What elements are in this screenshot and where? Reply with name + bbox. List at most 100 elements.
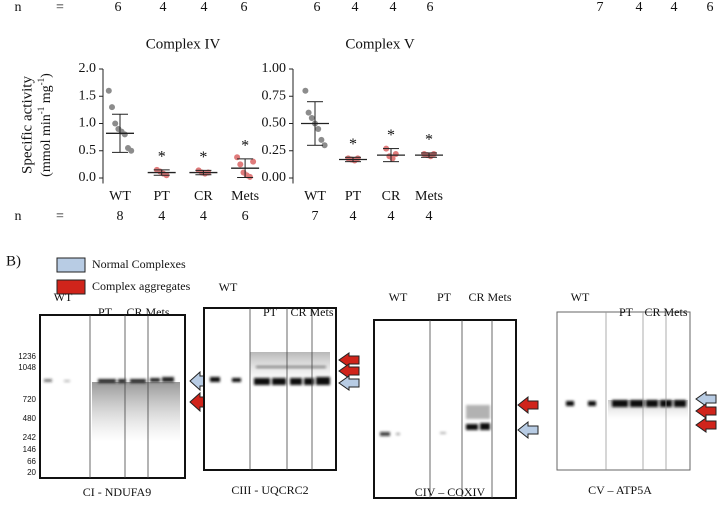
data-point bbox=[305, 109, 312, 116]
smear bbox=[92, 382, 180, 442]
y-tick-label: 0.50 bbox=[262, 116, 287, 131]
y-tick-label: 0.00 bbox=[262, 170, 287, 185]
data-point bbox=[308, 115, 315, 122]
y-tick-label: 0.0 bbox=[79, 170, 97, 185]
blot-frame bbox=[203, 307, 337, 471]
bands bbox=[44, 377, 174, 383]
ladder-label: 480 bbox=[23, 414, 37, 423]
n-value: 4 bbox=[160, 0, 167, 15]
legend-swatch bbox=[56, 279, 86, 295]
x-tick-label: WT bbox=[304, 189, 326, 204]
n-value: 7 bbox=[597, 0, 604, 15]
n-value: 4 bbox=[426, 209, 433, 224]
n-value: 4 bbox=[390, 0, 397, 15]
n-value: 6 bbox=[242, 209, 249, 224]
ladder-label: 242 bbox=[23, 433, 37, 442]
n-value: 4 bbox=[200, 209, 207, 224]
data-point bbox=[128, 147, 135, 154]
x-tick-label: CR bbox=[382, 189, 401, 204]
lane-label: WT bbox=[219, 280, 238, 294]
unit-sup: -1 bbox=[36, 107, 46, 115]
ladder-label: 146 bbox=[23, 445, 37, 454]
n-value: 6 bbox=[427, 0, 434, 15]
blot-caption: CV – ATP5A bbox=[588, 483, 652, 497]
data-point bbox=[321, 142, 328, 149]
unit-sup: -1 bbox=[36, 78, 46, 86]
lane-label: WT bbox=[389, 290, 408, 304]
x-tick-label: Mets bbox=[415, 189, 443, 204]
y-label: Specific activity bbox=[19, 76, 35, 174]
data-point bbox=[109, 104, 115, 111]
ladder-label: 1048 bbox=[18, 363, 36, 372]
arrow-aggregate bbox=[338, 363, 360, 379]
arrow-aggregate bbox=[695, 417, 717, 433]
legend-text: Normal Complexes bbox=[92, 257, 186, 271]
x-tick-label: CR bbox=[194, 189, 213, 204]
significance: * bbox=[241, 138, 249, 155]
lane-label: PT bbox=[619, 305, 634, 319]
n-value: 7 bbox=[312, 209, 319, 224]
n-value: 4 bbox=[201, 0, 208, 15]
n-value: 6 bbox=[314, 0, 321, 15]
ladder-label: 20 bbox=[27, 468, 36, 477]
x-tick-label: Mets bbox=[231, 189, 259, 204]
arrow-normal bbox=[517, 420, 539, 440]
significance: * bbox=[158, 148, 166, 165]
unit-part: mg bbox=[39, 85, 54, 106]
arrow-aggregate bbox=[338, 352, 360, 368]
y-tick-label: 0.75 bbox=[262, 88, 287, 103]
unit-part: (mmol min bbox=[39, 114, 54, 177]
data-point bbox=[430, 151, 437, 158]
y-tick-label: 1.5 bbox=[79, 88, 97, 103]
blot-caption: CIV – COXIV bbox=[415, 485, 486, 499]
data-point bbox=[105, 87, 112, 94]
blot-caption: CI - NDUFA9 bbox=[83, 485, 151, 499]
arrow-normal bbox=[338, 375, 360, 391]
n-value: 4 bbox=[671, 0, 678, 15]
y-tick-label: 1.0 bbox=[79, 116, 97, 131]
lane-label: WT bbox=[54, 290, 73, 304]
x-tick-label: WT bbox=[109, 189, 131, 204]
data-point bbox=[112, 120, 119, 127]
x-tick-label: PT bbox=[345, 189, 362, 204]
blot-frame bbox=[556, 311, 691, 471]
data-point bbox=[250, 158, 257, 165]
blot-caption: CIII - UQCRC2 bbox=[231, 483, 308, 497]
arrow-aggregate bbox=[517, 395, 539, 415]
lane-label: CR Mets bbox=[290, 305, 333, 319]
lane-label: PT bbox=[437, 290, 452, 304]
n-value: 4 bbox=[388, 209, 395, 224]
n-eq: = bbox=[56, 209, 64, 224]
significance: * bbox=[199, 149, 207, 166]
significance: * bbox=[387, 127, 395, 144]
bands bbox=[380, 405, 490, 436]
legend-swatch bbox=[56, 257, 86, 273]
data-point bbox=[302, 87, 309, 94]
blot-panel: WT PT CR Mets CIV – COXIV bbox=[373, 290, 539, 499]
y-tick-label: 0.5 bbox=[79, 143, 97, 158]
data-point bbox=[392, 151, 399, 158]
blot-panel: WT PT CR Mets 1236 1048 720 480 242 146 … bbox=[18, 290, 211, 499]
section-label: B) bbox=[6, 253, 21, 269]
blot-frame bbox=[373, 319, 517, 499]
n-value: 4 bbox=[636, 0, 643, 15]
blot-panel: WT PT CR Mets CIII - UQCRC2 bbox=[203, 280, 360, 497]
data-point bbox=[318, 136, 325, 143]
y-tick-label: 2.0 bbox=[79, 61, 97, 76]
chart-title: Complex V bbox=[345, 36, 414, 52]
blot-panel: WT PT CR Mets CV – ATP5A bbox=[556, 290, 717, 497]
significance: * bbox=[425, 132, 433, 149]
ladder-label: 1236 bbox=[18, 352, 36, 361]
n-value: 4 bbox=[352, 0, 359, 15]
n-label: n bbox=[15, 209, 22, 224]
data-point bbox=[315, 125, 322, 132]
y-tick-label: 0.25 bbox=[262, 143, 287, 158]
n-label: n bbox=[15, 0, 22, 15]
chart-title: Complex IV bbox=[146, 36, 221, 52]
arrow-normal bbox=[695, 391, 717, 407]
significance: * bbox=[349, 136, 357, 153]
n-eq: = bbox=[56, 0, 64, 15]
lane-label: PT bbox=[98, 305, 113, 319]
lane-label: CR Mets bbox=[644, 305, 687, 319]
